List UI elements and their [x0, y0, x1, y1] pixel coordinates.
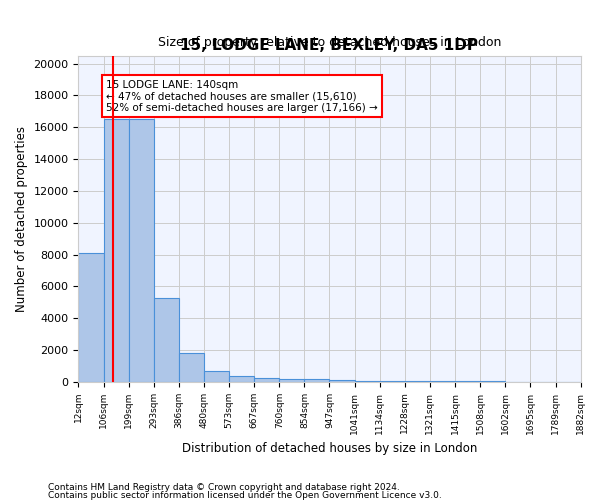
Title: 15, LODGE LANE, BEXLEY, DA5 1DP: 15, LODGE LANE, BEXLEY, DA5 1DP	[181, 38, 478, 53]
Bar	[254, 378, 279, 382]
Bar	[128, 120, 154, 382]
Bar	[405, 381, 430, 382]
Bar	[179, 353, 204, 382]
Bar	[204, 370, 229, 382]
Text: Size of property relative to detached houses in London: Size of property relative to detached ho…	[158, 36, 501, 49]
Text: Contains public sector information licensed under the Open Government Licence v3: Contains public sector information licen…	[48, 490, 442, 500]
Bar	[104, 120, 128, 382]
Y-axis label: Number of detached properties: Number of detached properties	[15, 126, 28, 312]
Bar	[430, 381, 455, 382]
Bar	[279, 378, 304, 382]
Text: Contains HM Land Registry data © Crown copyright and database right 2024.: Contains HM Land Registry data © Crown c…	[48, 483, 400, 492]
Bar	[304, 380, 329, 382]
Bar	[79, 253, 104, 382]
Bar	[229, 376, 254, 382]
Bar	[380, 381, 405, 382]
Bar	[154, 298, 179, 382]
Text: 15 LODGE LANE: 140sqm
← 47% of detached houses are smaller (15,610)
52% of semi-: 15 LODGE LANE: 140sqm ← 47% of detached …	[106, 80, 378, 113]
Bar	[355, 380, 380, 382]
X-axis label: Distribution of detached houses by size in London: Distribution of detached houses by size …	[182, 442, 477, 455]
Bar	[329, 380, 355, 382]
